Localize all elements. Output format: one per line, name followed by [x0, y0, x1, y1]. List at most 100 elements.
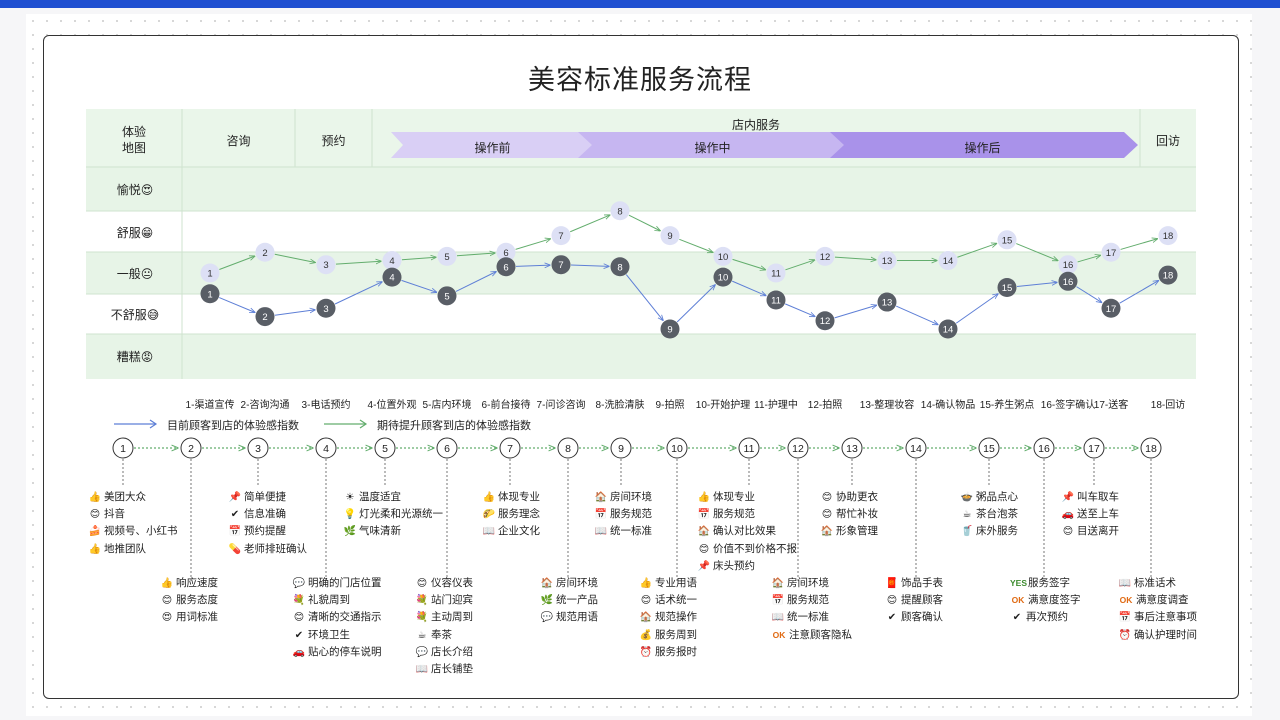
svg-text:13: 13: [882, 256, 893, 267]
current-point-8: 8: [610, 257, 630, 277]
step-label-14: 14-确认物品: [920, 400, 976, 411]
touchpoint-text: 床外服务: [976, 525, 1018, 538]
current-segment-11: [785, 303, 815, 317]
timeline-step-5: 5: [374, 437, 396, 459]
expected-segment-10: [732, 258, 766, 269]
svg-text:16: 16: [1038, 443, 1050, 455]
touchpoint-step3-item-4: 💊 老师排班确认: [228, 541, 307, 556]
touchpoint-text: 服务周到: [655, 628, 697, 641]
touchpoint-text: 形象管理: [836, 525, 878, 538]
current-segment-16: [1076, 286, 1101, 303]
touchpoint-icon: 📌: [697, 560, 711, 572]
top-accent-bar: [0, 0, 1280, 8]
current-point-3: 3: [316, 298, 336, 318]
expected-segment-12: [834, 256, 876, 260]
expected-point-16: 16: [1058, 255, 1078, 275]
current-point-6: 6: [496, 257, 516, 277]
touchpoint-step3-item-2: ✔ 信息准确: [228, 506, 286, 521]
current-segment-6: [515, 265, 550, 266]
touchpoint-text: 统一标准: [610, 525, 652, 538]
touchpoint-text: 粥品点心: [976, 491, 1018, 503]
timeline-step-14: 14: [905, 437, 927, 459]
svg-text:8: 8: [617, 206, 622, 217]
current-point-5: 5: [437, 286, 457, 306]
phase-before-label: 操作前: [474, 141, 511, 155]
touchpoint-text: 提醒顾客: [901, 594, 943, 607]
svg-text:6: 6: [503, 262, 508, 273]
svg-text:16: 16: [1063, 260, 1074, 271]
expected-point-12: 12: [815, 246, 835, 266]
legend-expected-arrow: [324, 419, 368, 429]
touchpoint-step8-item-2: 🌿 统一产品: [540, 592, 598, 607]
current-segment-10: [731, 280, 766, 296]
touchpoint-step6-item-6: 📖 店长铺垫: [415, 661, 473, 676]
touchpoint-step10-item-2: 😊 话术统一: [639, 592, 697, 607]
touchpoint-step18-item-3: 📅 事后注意事项: [1118, 609, 1197, 624]
current-point-16: 16: [1058, 271, 1078, 291]
touchpoint-step7-item-3: 📖 企业文化: [482, 523, 540, 538]
step-label-17: 17-送客: [1093, 400, 1129, 411]
touchpoint-icon: 😊: [886, 595, 898, 607]
touchpoint-text: 规范用语: [556, 611, 598, 624]
touchpoint-step11-item-3: 🏠 确认对比效果: [697, 523, 776, 538]
svg-text:8: 8: [617, 262, 622, 273]
timeline-step-15: 15: [978, 437, 1000, 459]
touchpoint-text: 房间环境: [787, 577, 829, 589]
svg-text:7: 7: [558, 260, 563, 271]
touchpoint-step5-item-1: ☀ 温度适宜: [343, 489, 401, 504]
step-label-3: 3-电话预约: [301, 400, 351, 411]
phase-during-label: 操作中: [694, 141, 731, 155]
touchpoint-icon: 🏠: [697, 526, 711, 538]
touchpoint-text: 服务态度: [176, 594, 218, 607]
expected-segment-1: [219, 256, 254, 270]
expected-point-3: 3: [316, 255, 336, 275]
touchpoint-step2-item-1: 👍 响应速度: [160, 575, 218, 590]
touchpoint-text: 气味清新: [359, 525, 401, 538]
level-label-uncomfortable: 不舒服😅: [110, 308, 160, 322]
svg-text:9: 9: [667, 231, 672, 242]
touchpoint-text: 明确的门店位置: [308, 577, 382, 589]
touchpoint-icon: 🌮: [482, 509, 496, 521]
touchpoint-text: 主动周到: [431, 611, 473, 624]
current-point-14: 14: [938, 319, 958, 339]
touchpoint-icon: OK: [1119, 595, 1133, 606]
touchpoint-text: 服务理念: [498, 508, 540, 521]
timeline-step-16: 16: [1033, 437, 1055, 459]
touchpoint-step10-item-3: 🏠 规范操作: [639, 609, 697, 624]
expected-point-1: 1: [200, 263, 220, 283]
current-segment-9: [676, 285, 715, 323]
svg-text:11: 11: [771, 295, 781, 306]
legend-current-label: 目前顾客到店的体验感指数: [167, 420, 299, 432]
touchpoint-step10-item-5: ⏰ 服务报时: [639, 644, 697, 659]
svg-text:1: 1: [207, 289, 212, 300]
touchpoint-icon: 🏠: [594, 492, 608, 503]
touchpoint-icon: 🏠: [540, 578, 554, 589]
touchpoint-icon: 😍: [161, 612, 173, 624]
touchpoint-step7-item-2: 🌮 服务理念: [482, 506, 540, 521]
touchpoint-icon: 🏠: [771, 578, 785, 589]
touchpoint-text: 标准话术: [1134, 577, 1176, 589]
expected-segment-8: [628, 214, 660, 231]
touchpoint-icon: 💰: [639, 629, 653, 641]
touchpoint-text: 确认护理时间: [1134, 628, 1197, 641]
svg-text:4: 4: [389, 273, 394, 284]
touchpoint-icon: 📌: [1061, 492, 1075, 503]
expected-point-7: 7: [551, 226, 571, 246]
svg-text:2: 2: [188, 443, 194, 455]
expected-point-13: 13: [877, 251, 897, 271]
touchpoint-step8-item-1: 🏠 房间环境: [540, 575, 598, 590]
touchpoint-step11-item-4: 😊 价值不到价格不报: [697, 541, 797, 556]
touchpoint-text: 灯光柔和光源统一: [359, 508, 443, 521]
current-segment-17: [1119, 281, 1159, 304]
touchpoint-step4-item-1: 💬 明确的门店位置: [292, 575, 382, 590]
step-label-10: 10-开始护理: [695, 400, 751, 411]
touchpoint-text: 服务规范: [610, 508, 652, 521]
svg-text:16: 16: [1063, 277, 1074, 288]
touchpoint-icon: 📖: [594, 526, 608, 538]
timeline-step-18: 18: [1140, 437, 1162, 459]
touchpoint-icon: 💐: [415, 595, 429, 607]
current-point-7: 7: [551, 255, 571, 275]
expected-segment-5: [456, 253, 495, 257]
phase-during-arrow: [578, 132, 850, 158]
